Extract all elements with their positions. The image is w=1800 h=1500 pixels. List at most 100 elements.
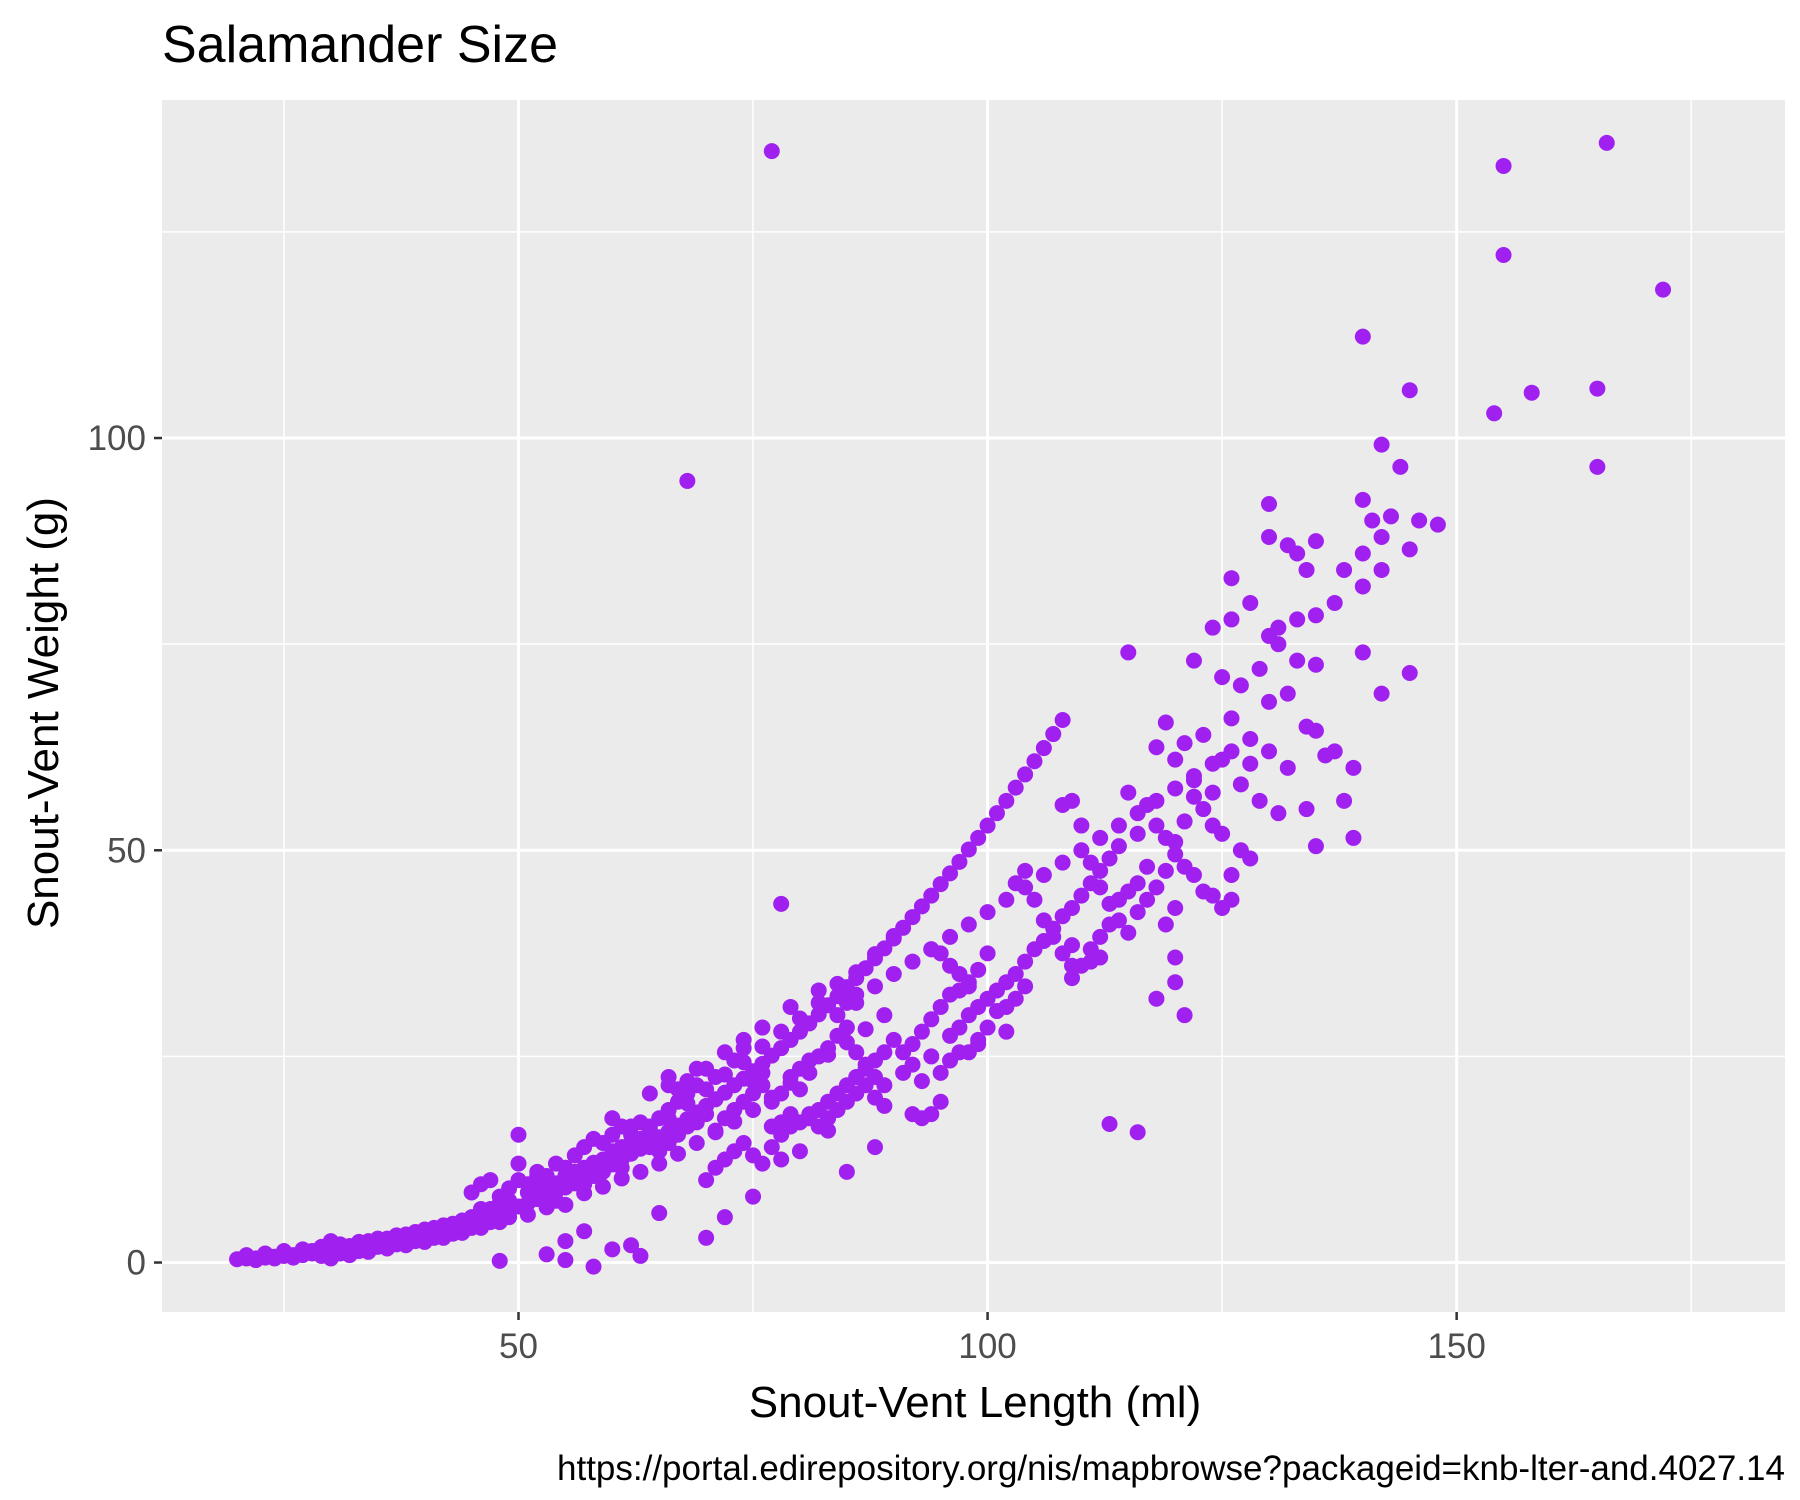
data-point: [885, 928, 902, 945]
x-tick-label: 150: [1427, 1327, 1485, 1366]
data-point: [557, 1167, 574, 1184]
data-point: [754, 1038, 771, 1055]
data-point: [510, 1155, 527, 1172]
data-point: [594, 1151, 611, 1168]
data-point: [1354, 644, 1371, 661]
data-point: [1336, 561, 1353, 578]
data-point: [1429, 516, 1446, 533]
data-point: [1073, 842, 1090, 859]
data-point: [1017, 953, 1034, 970]
data-point: [1101, 916, 1118, 933]
data-point: [1223, 611, 1240, 628]
data-point: [688, 1077, 705, 1094]
data-point: [632, 1247, 649, 1264]
data-point: [848, 1044, 865, 1061]
data-point: [1242, 755, 1259, 772]
data-point: [1148, 739, 1165, 756]
data-point: [1373, 561, 1390, 578]
data-point: [932, 945, 949, 962]
data-point: [1110, 817, 1127, 834]
data-point: [1495, 247, 1512, 264]
data-point: [913, 1023, 930, 1040]
data-point: [866, 946, 883, 963]
data-point: [707, 1122, 724, 1139]
data-point: [1289, 611, 1306, 628]
data-point: [322, 1250, 339, 1267]
data-point: [1223, 570, 1240, 587]
data-point: [1261, 528, 1278, 545]
data-point: [942, 928, 959, 945]
data-point: [463, 1209, 480, 1226]
data-point: [1307, 838, 1324, 855]
data-point: [1120, 644, 1137, 661]
data-point: [1523, 384, 1540, 401]
data-point: [275, 1242, 292, 1259]
data-point: [1204, 619, 1221, 636]
y-axis-tick-labels: 0 50 100: [88, 419, 146, 1282]
data-point: [979, 945, 996, 962]
data-point: [669, 1145, 686, 1162]
data-point: [1045, 726, 1062, 743]
data-point: [754, 1077, 771, 1094]
data-point: [942, 1052, 959, 1069]
data-point: [1251, 660, 1268, 677]
data-point: [1279, 685, 1296, 702]
data-point: [1007, 779, 1024, 796]
x-axis-title: Snout-Vent Length (ml): [749, 1378, 1201, 1427]
data-point: [1092, 829, 1109, 846]
data-point: [1017, 978, 1034, 995]
data-point: [970, 961, 987, 978]
data-point: [1345, 829, 1362, 846]
data-point: [510, 1126, 527, 1143]
data-point: [960, 841, 977, 858]
data-point: [238, 1247, 255, 1264]
data-point: [1232, 776, 1249, 793]
data-point: [1589, 458, 1606, 475]
data-point: [548, 1192, 565, 1209]
data-point: [942, 1027, 959, 1044]
data-point: [1345, 759, 1362, 776]
data-point: [1289, 545, 1306, 562]
data-point: [519, 1184, 536, 1201]
data-point: [810, 994, 827, 1011]
data-point: [388, 1227, 405, 1244]
data-point: [426, 1219, 443, 1236]
data-point: [885, 1031, 902, 1048]
y-axis-title: Snout-Vent Weight (g): [19, 497, 68, 929]
data-point: [866, 978, 883, 995]
data-point: [1101, 1116, 1118, 1133]
data-point: [1261, 693, 1278, 710]
data-point: [763, 143, 780, 160]
data-point: [557, 1252, 574, 1269]
data-point: [1167, 974, 1184, 991]
data-point: [1167, 949, 1184, 966]
data-point: [1326, 594, 1343, 611]
data-point: [688, 1134, 705, 1151]
data-point: [501, 1192, 518, 1209]
data-point: [1064, 792, 1081, 809]
major-gridlines: [162, 100, 1785, 1312]
data-point: [904, 953, 921, 970]
data-point: [1035, 867, 1052, 884]
data-point: [951, 853, 968, 870]
data-point: [1364, 512, 1381, 529]
data-point: [698, 1172, 715, 1189]
data-point: [763, 1118, 780, 1135]
data-point: [1486, 405, 1503, 422]
data-point: [829, 1027, 846, 1044]
data-point: [1354, 328, 1371, 345]
data-point: [1373, 685, 1390, 702]
data-point: [1110, 838, 1127, 855]
data-point: [1007, 875, 1024, 892]
data-point: [913, 898, 930, 915]
data-point: [1223, 710, 1240, 727]
data-point: [829, 1007, 846, 1024]
x-axis-tick-labels: 50 100 150: [499, 1327, 1486, 1366]
data-point: [735, 1040, 752, 1057]
data-point: [960, 1007, 977, 1024]
data-point: [1157, 916, 1174, 933]
data-point: [876, 1097, 893, 1114]
data-point: [1026, 891, 1043, 908]
x-tick-label: 100: [958, 1327, 1016, 1366]
data-point: [482, 1172, 499, 1189]
